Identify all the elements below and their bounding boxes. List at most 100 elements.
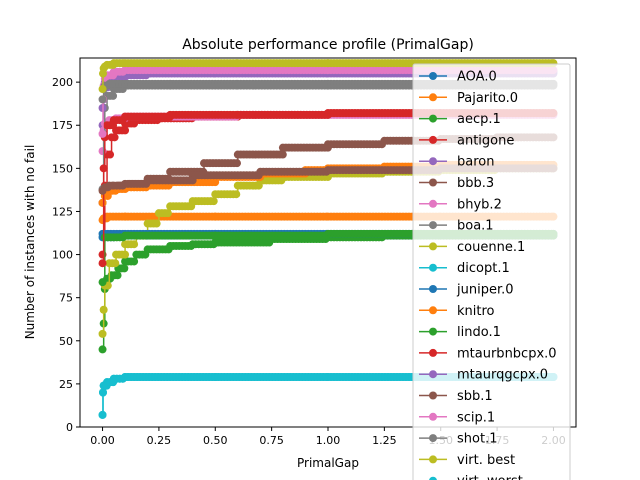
data-point (233, 159, 241, 168)
data-point (113, 271, 122, 280)
data-point (130, 257, 139, 266)
legend-box (412, 63, 571, 480)
legend-item: dicopt.1 (419, 261, 510, 276)
legend-item: Pajarito.0 (419, 91, 518, 106)
legend-marker (429, 348, 437, 357)
legend-label: shot.1 (457, 432, 497, 447)
legend-item: mtaurqgcpx.0 (419, 368, 548, 383)
legend-marker (429, 114, 437, 123)
legend-marker (429, 221, 437, 230)
legend-marker (429, 157, 437, 166)
data-point (98, 388, 107, 397)
legend-marker (429, 327, 437, 336)
x-tick-label: 1.00 (316, 434, 341, 447)
legend-item: bbb.3 (419, 176, 494, 191)
data-point (98, 345, 107, 354)
y-tick-label: 125 (52, 205, 73, 218)
legend-label: couenne.1 (457, 240, 525, 255)
legend-label: juniper.0 (456, 283, 514, 298)
y-tick-label: 50 (59, 335, 73, 348)
y-tick-label: 25 (59, 378, 73, 391)
legend: AOA.0 Pajarito.0 aecp.1 antigone baron bbb.3 b… (412, 63, 571, 480)
legend-label: knitro (457, 304, 495, 319)
x-tick-label: 0.00 (90, 434, 115, 447)
data-point (187, 202, 196, 211)
legend-marker (429, 306, 437, 315)
y-tick-label: 100 (52, 249, 73, 262)
data-point (141, 250, 150, 259)
legend-marker (429, 242, 437, 251)
legend-item: antigone (419, 133, 514, 148)
legend-marker (429, 370, 437, 379)
legend-marker (429, 178, 437, 187)
legend-item: couenne.1 (419, 240, 525, 255)
data-point (254, 181, 263, 190)
x-tick-label: 1.25 (372, 434, 397, 447)
x-axis-label: PrimalGap (297, 456, 359, 470)
y-tick-label: 175 (52, 119, 73, 132)
legend-label: virt. best (457, 453, 515, 468)
data-point (278, 150, 287, 159)
legend-item: scip.1 (419, 410, 495, 425)
legend-marker (429, 199, 437, 208)
legend-label: dicopt.1 (457, 261, 510, 276)
data-point (163, 209, 172, 218)
chart-title: Absolute performance profile (PrimalGap) (182, 37, 474, 53)
legend-label: virt. worst (457, 474, 523, 480)
data-point (106, 150, 115, 159)
legend-item: knitro (419, 304, 495, 319)
legend-item: boa.1 (419, 219, 494, 234)
x-tick-label: 0.50 (203, 434, 228, 447)
data-point (120, 264, 129, 273)
data-point (110, 133, 119, 142)
legend-label: baron (457, 155, 494, 170)
y-tick-label: 150 (52, 162, 73, 175)
data-point (98, 129, 107, 138)
legend-label: mtaurqgcpx.0 (457, 368, 548, 383)
data-point (98, 95, 107, 104)
legend-marker (429, 412, 437, 421)
legend-label: aecp.1 (457, 112, 501, 127)
legend-label: bbb.3 (457, 176, 494, 191)
legend-marker (429, 455, 437, 464)
data-point (121, 250, 130, 259)
data-point (98, 85, 107, 94)
legend-item: virt. best (419, 453, 515, 468)
y-tick-label: 75 (59, 292, 73, 305)
data-point (98, 259, 107, 268)
legend-label: lindo.1 (457, 325, 501, 340)
data-point (111, 259, 120, 268)
legend-marker (429, 263, 437, 272)
y-tick-label: 200 (52, 76, 73, 89)
legend-label: AOA.0 (457, 70, 497, 85)
legend-marker (429, 135, 437, 144)
legend-item: AOA.0 (419, 70, 497, 85)
data-point (99, 305, 108, 314)
data-point (103, 191, 112, 200)
data-point (99, 164, 108, 173)
legend-item: mtaurbnbcpx.0 (419, 346, 557, 361)
y-tick-label: 0 (66, 421, 73, 434)
legend-marker (429, 285, 437, 293)
legend-item: virt. worst (419, 474, 523, 480)
legend-item: shot.1 (419, 432, 497, 447)
y-axis-label: Number of instances with no fail (23, 145, 37, 340)
legend-label: Pajarito.0 (457, 91, 518, 106)
legend-label: antigone (457, 133, 514, 148)
data-point (152, 219, 161, 228)
data-point (130, 240, 139, 249)
legend-item: juniper.0 (419, 283, 514, 298)
x-tick-label: 0.75 (259, 434, 284, 447)
legend-item: baron (419, 155, 494, 170)
data-point (209, 197, 218, 206)
x-tick-label: 0.25 (147, 434, 172, 447)
y-axis: 0 25 50 75 100 125 150 175 200 (52, 76, 80, 434)
legend-item: aecp.1 (419, 112, 501, 127)
data-point (98, 278, 107, 287)
legend-marker (429, 391, 437, 400)
legend-label: sbb.1 (457, 389, 493, 404)
legend-marker (429, 72, 437, 80)
legend-marker (429, 434, 437, 443)
legend-item: bhyb.2 (419, 197, 502, 212)
